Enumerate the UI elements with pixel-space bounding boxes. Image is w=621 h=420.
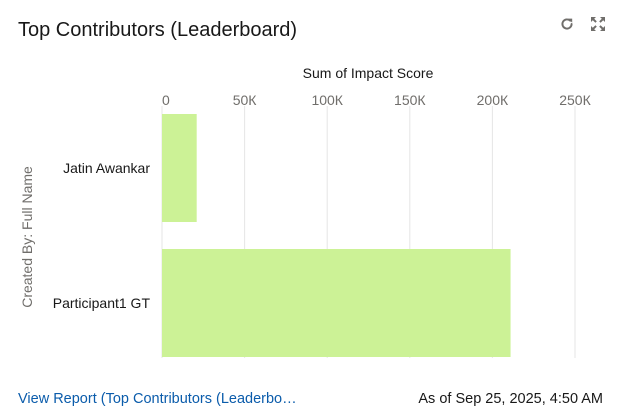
x-tick-label: 100К	[311, 92, 343, 108]
x-tick-label: 150К	[394, 92, 426, 108]
refresh-icon-glyph	[561, 18, 573, 30]
y-category-label: Participant1 GT	[53, 295, 151, 311]
expand-icon[interactable]	[588, 14, 608, 34]
leaderboard-chart: Sum of Impact Score Created By: Full Nam…	[0, 56, 621, 366]
bar-participant1-gt[interactable]	[162, 249, 511, 357]
view-report-link[interactable]: View Report (Top Contributors (Leaderbo…	[18, 391, 297, 407]
x-tick-label: 250К	[559, 92, 591, 108]
chart-bars	[162, 114, 511, 357]
bar-jatin-awankar[interactable]	[162, 114, 197, 222]
x-axis-title: Sum of Impact Score	[303, 65, 434, 81]
x-tick-label: 50К	[233, 92, 258, 108]
refresh-icon[interactable]	[557, 14, 577, 34]
expand-icon-glyph	[591, 17, 605, 31]
component-title: Top Contributors (Leaderboard)	[18, 19, 298, 41]
x-tick-label: 0	[162, 92, 170, 108]
y-category-label: Jatin Awankar	[63, 160, 150, 176]
chart-labels: Sum of Impact Score Created By: Full Nam…	[19, 65, 592, 311]
chart-svg: Sum of Impact Score Created By: Full Nam…	[19, 65, 592, 358]
y-axis-title: Created By: Full Name	[19, 166, 35, 308]
as-of-timestamp: As of Sep 25, 2025, 4:50 AM	[418, 391, 603, 407]
x-tick-label: 200К	[477, 92, 509, 108]
